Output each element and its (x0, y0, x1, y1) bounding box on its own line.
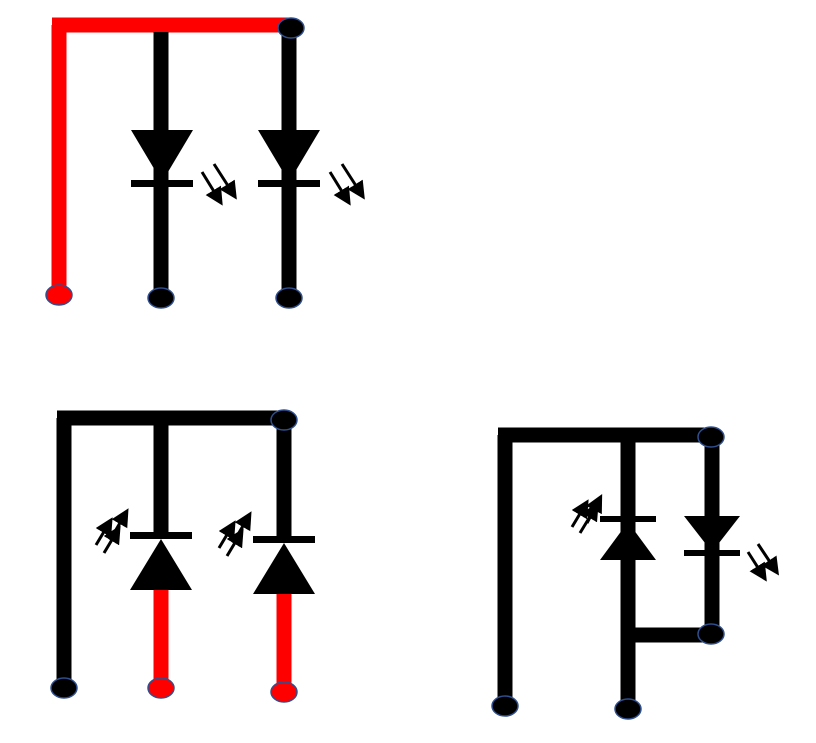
led-3-icon (684, 516, 779, 582)
led-2-icon (258, 130, 365, 206)
circuit-1 (45, 17, 365, 309)
circuit-2 (50, 409, 315, 703)
terminal-node (45, 284, 73, 306)
terminal-node (147, 287, 175, 309)
circuit-3 (491, 426, 779, 720)
light-receive-arrow (217, 520, 236, 549)
light-emission-arrow (340, 163, 365, 200)
circuit-2-red-legs (153, 588, 292, 692)
light-emission-arrow (746, 551, 767, 582)
terminal-node (277, 17, 305, 39)
light-emission-arrow (212, 163, 237, 200)
terminal-node (491, 695, 519, 717)
terminal-node (270, 681, 298, 703)
light-receive-arrow (102, 525, 121, 554)
photodiode-3-icon (570, 494, 656, 560)
photodiode-2-icon (217, 511, 315, 594)
light-emission-arrow (328, 171, 351, 206)
terminal-node (697, 623, 725, 645)
light-receive-arrow (570, 499, 589, 528)
terminal-node (614, 698, 642, 720)
light-receive-arrow (585, 494, 603, 524)
circuit-2-common-rail (56, 410, 292, 688)
led-1-icon (131, 130, 237, 206)
light-emission-arrow (756, 543, 779, 576)
circuit-3-wiring (497, 427, 720, 708)
terminal-node (50, 677, 78, 699)
photodiode-1-icon (94, 508, 192, 590)
circuit-1-common-rail (51, 17, 290, 293)
terminal-node (147, 677, 175, 699)
light-receive-arrow (231, 511, 252, 544)
terminal-node (270, 409, 298, 431)
light-receive-arrow (94, 517, 113, 546)
light-receive-arrow (225, 528, 244, 557)
circuit-1-legs (153, 32, 297, 298)
light-receive-arrow (108, 508, 129, 541)
light-emission-arrow (200, 171, 223, 206)
terminal-node (275, 287, 303, 309)
terminal-node (697, 426, 725, 448)
